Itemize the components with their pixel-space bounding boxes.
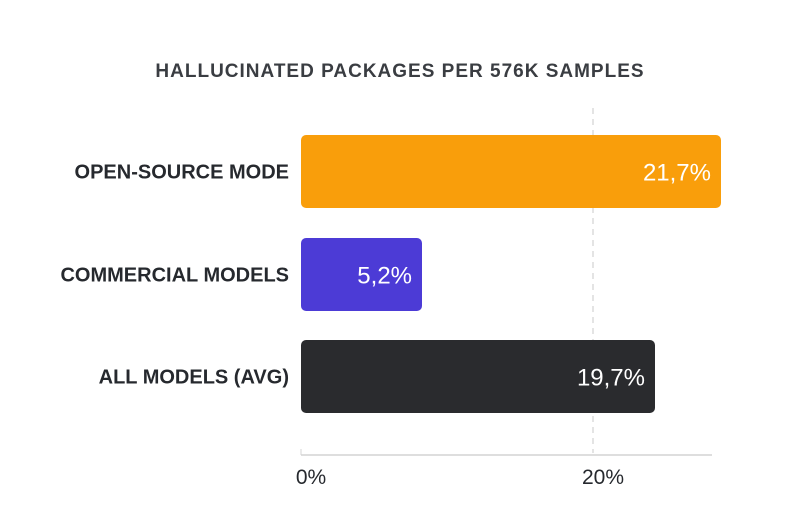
data-label: 5,2% bbox=[357, 263, 412, 290]
bar-0 bbox=[301, 135, 721, 208]
x-tick-label: 0% bbox=[296, 466, 326, 489]
data-label: 21,7% bbox=[643, 160, 711, 187]
bar-1 bbox=[301, 238, 422, 311]
chart-title: HALLUCINATED PACKAGES PER 576K SAMPLES bbox=[155, 61, 644, 82]
category-label: ALL MODELS (AVG) bbox=[99, 367, 289, 389]
bar-2 bbox=[301, 340, 655, 413]
category-label: COMMERCIAL MODELS bbox=[60, 265, 289, 287]
category-label: OPEN-SOURCE MODE bbox=[75, 162, 289, 184]
data-label: 19,7% bbox=[577, 365, 645, 392]
x-tick-label: 20% bbox=[582, 466, 624, 489]
